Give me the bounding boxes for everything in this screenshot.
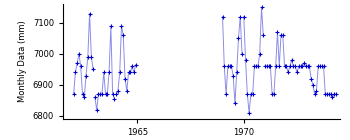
Y-axis label: Monthly Data (mm): Monthly Data (mm): [18, 21, 27, 102]
